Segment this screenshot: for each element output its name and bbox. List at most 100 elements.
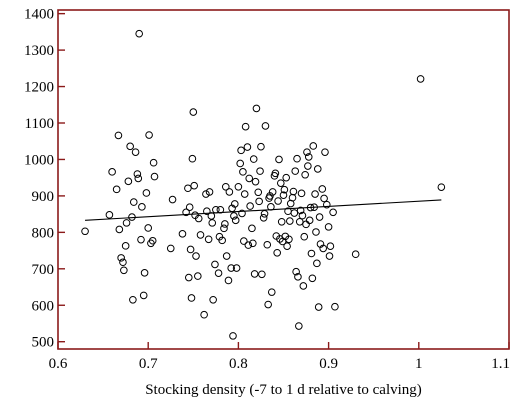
y-tick-label: 1100: [25, 116, 54, 132]
data-point: [222, 252, 231, 260]
data-point: [240, 190, 249, 198]
data-point: [249, 155, 258, 163]
data-point: [122, 219, 131, 227]
data-point: [321, 148, 329, 156]
data-point: [437, 183, 446, 191]
data-point: [289, 187, 298, 196]
data-point: [129, 198, 138, 206]
data-point: [105, 211, 114, 219]
x-tick-label: 0.9: [319, 356, 338, 372]
data-point: [220, 224, 228, 233]
data-point: [313, 165, 322, 173]
data-point: [280, 185, 289, 194]
data-point: [236, 159, 245, 168]
data-point: [283, 242, 291, 251]
data-point: [305, 216, 314, 225]
data-point: [255, 197, 263, 206]
data-point: [285, 235, 293, 244]
y-tick-label: 500: [32, 335, 55, 351]
data-point: [300, 232, 309, 241]
data-point: [240, 237, 248, 245]
y-tick-label: 1300: [24, 43, 54, 59]
data-point: [194, 272, 202, 280]
data-point: [329, 208, 337, 217]
data-point: [237, 146, 245, 155]
data-point: [326, 242, 335, 251]
data-point: [271, 169, 280, 178]
data-point: [196, 231, 205, 239]
data-point: [150, 172, 159, 181]
data-point: [230, 200, 239, 208]
data-point: [168, 195, 177, 204]
data-point: [261, 122, 270, 130]
data-point: [124, 177, 133, 186]
data-point: [145, 131, 153, 139]
data-point: [315, 213, 324, 221]
data-point: [194, 214, 203, 223]
data-point: [331, 302, 339, 311]
x-tick-label: 1.1: [491, 356, 510, 372]
data-point: [311, 190, 319, 198]
data-point: [308, 274, 317, 283]
data-point: [276, 179, 285, 187]
data-point: [204, 235, 213, 244]
data-point: [313, 259, 321, 268]
y-tick-label: 1400: [24, 7, 54, 23]
data-point: [229, 332, 237, 340]
y-tick-label: 900: [32, 189, 55, 205]
data-point: [260, 209, 269, 218]
data-point: [258, 270, 266, 279]
data-point: [239, 168, 247, 176]
data-point: [133, 170, 142, 178]
y-tick-label: 800: [32, 225, 55, 241]
data-point: [322, 200, 331, 209]
data-point: [178, 230, 187, 238]
x-axis-title: Stocking density (-7 to 1 d relative to …: [145, 382, 422, 398]
data-point: [190, 181, 199, 190]
data-point: [324, 223, 333, 231]
data-point: [148, 236, 157, 245]
data-point: [267, 288, 276, 296]
data-point: [225, 188, 234, 196]
data-point: [231, 216, 240, 225]
data-point: [296, 206, 305, 215]
data-point: [200, 310, 208, 319]
data-point: [211, 260, 219, 269]
data-point: [250, 270, 259, 278]
x-tick-labels: 0.6 0.7 0.8 0.9 1 1.1: [49, 356, 510, 372]
data-point: [303, 148, 311, 156]
data-point: [307, 249, 316, 258]
data-point: [227, 264, 235, 272]
data-point: [149, 158, 158, 167]
data-point: [351, 250, 360, 259]
data-point: [314, 303, 323, 311]
data-point: [209, 295, 217, 304]
data-point: [293, 154, 301, 163]
data-point: [137, 235, 145, 244]
data-point: [234, 182, 243, 191]
data-point: [277, 217, 286, 226]
data-point: [302, 220, 310, 229]
data-points: [81, 29, 446, 340]
data-point: [312, 228, 320, 236]
y-tick-labels: 500 600 700 800 900 1000 1100 1200 1300 1400: [24, 7, 54, 351]
data-point: [221, 220, 229, 228]
y-tick-label: 1200: [24, 80, 54, 96]
data-point: [184, 273, 193, 282]
data-point: [144, 224, 152, 232]
data-point: [264, 300, 272, 309]
data-point: [318, 185, 327, 193]
plot-frame: [57, 9, 510, 350]
data-point: [241, 122, 250, 131]
data-point: [257, 142, 265, 151]
data-point: [189, 108, 198, 116]
data-point: [134, 174, 143, 183]
data-point: [274, 197, 282, 205]
data-point: [325, 252, 334, 260]
data-point: [129, 295, 137, 304]
data-point: [254, 188, 263, 197]
data-point: [295, 322, 303, 330]
data-point: [282, 173, 291, 182]
